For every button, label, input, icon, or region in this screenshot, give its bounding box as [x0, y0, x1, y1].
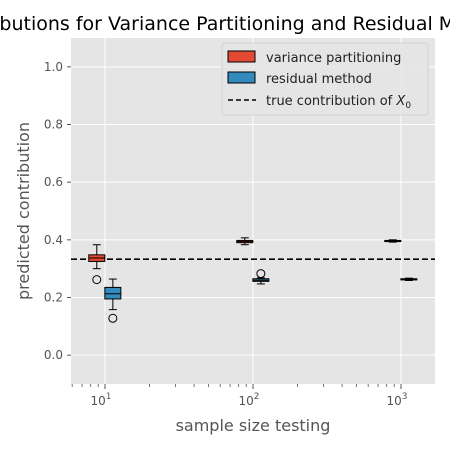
outlier-point: [256, 269, 266, 279]
series-residual-method: [104, 269, 418, 323]
box-plot: [400, 277, 418, 281]
box-plot: [88, 244, 106, 285]
y-axis-label: predicted contribution: [14, 122, 33, 300]
x-tick-label-base: 10: [238, 394, 253, 408]
x-tick-label-base: 10: [90, 394, 105, 408]
legend-label-true-contribution-symbol: X: [395, 94, 406, 109]
outlier-point: [92, 275, 102, 285]
box-plot: [252, 269, 270, 285]
legend-label-residual-method: residual method: [266, 72, 372, 87]
legend-label-variance-partitioning: variance partitioning: [266, 51, 401, 66]
y-tick-label: 1.0: [44, 60, 63, 74]
x-tick-label-base: 10: [386, 394, 401, 408]
x-tick-label: 101: [90, 392, 111, 408]
box-plot: [104, 278, 122, 323]
box-series: [88, 237, 418, 323]
x-tick-label-exponent: 2: [254, 392, 260, 402]
y-tick-label: 0.4: [44, 233, 63, 247]
legend-label-true-contribution-sub: 0: [405, 101, 411, 111]
y-tick-label: 0.6: [44, 175, 63, 189]
box-plot: [236, 237, 254, 246]
chart-title: Contributions for Variance Partitioning …: [0, 13, 450, 35]
y-ticks: 0.0 0.2 0.4 0.6 0.8 1.0: [44, 60, 71, 362]
y-tick-label: 0.2: [44, 291, 63, 305]
series-variance-partitioning: [88, 237, 402, 285]
x-tick-label: 103: [386, 392, 407, 408]
outlier-point: [108, 313, 118, 323]
legend-swatch-residual-method: [227, 71, 256, 84]
x-axis-label: sample size testing: [176, 416, 331, 435]
box-plot: [384, 239, 402, 243]
x-ticks: 101 102 103: [71, 384, 408, 408]
y-tick-label: 0.8: [44, 118, 63, 132]
x-tick-label-exponent: 1: [106, 392, 112, 402]
box: [104, 286, 122, 300]
x-tick-label: 102: [238, 392, 259, 408]
legend-label-true-contribution: true contribution of X0: [266, 94, 411, 111]
y-tick-label: 0.0: [44, 348, 63, 362]
legend-label-true-contribution-text: true contribution of: [266, 94, 396, 109]
x-tick-label-exponent: 3: [402, 392, 408, 402]
legend-swatch-variance-partitioning: [227, 50, 256, 63]
legend-frame: [221, 42, 429, 116]
legend: variance partitioning residual method tr…: [221, 42, 429, 116]
